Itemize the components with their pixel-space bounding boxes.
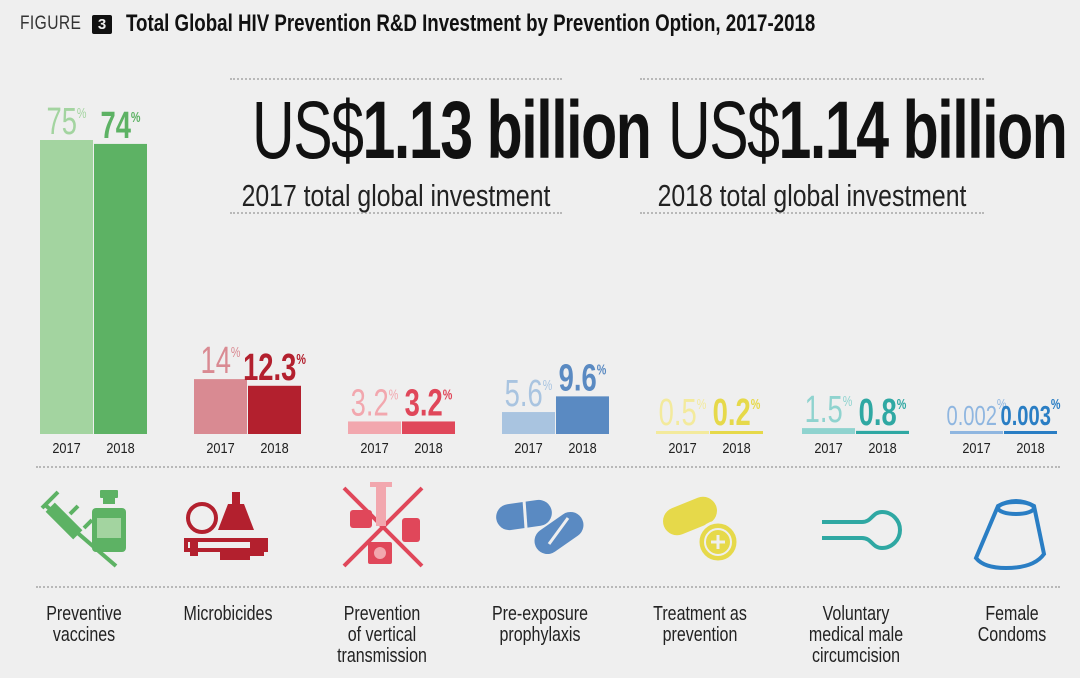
total-2018-amount: 1.14 billion [778, 85, 1068, 176]
category-label-microbicides: Microbicides [183, 603, 273, 625]
icons-labels-divider [36, 586, 1060, 588]
category-label-female-condoms: Female Condoms [977, 603, 1047, 646]
category-label-voluntary-medical-male-circumcision: Voluntary medical male circumcision [808, 603, 904, 667]
value-label-microbicides-2017: 14% [200, 340, 240, 382]
bar-pre-exposure-prophylaxis-2017 [502, 412, 555, 434]
value-label-pre-exposure-prophylaxis-2018: 9.6% [559, 357, 607, 399]
year-label-voluntary-medical-male-circumcision-2017: 2017 [814, 439, 843, 456]
bar-female-condoms-2018 [1004, 431, 1057, 434]
year-label-preventive-vaccines-2018: 2018 [106, 439, 135, 456]
total-2018-bottom-divider [640, 212, 984, 214]
value-label-microbicides-2018: 12.3% [243, 347, 306, 389]
bar-microbicides-2017 [194, 379, 247, 434]
total-2018-caption: 2018 total global investment [657, 178, 967, 213]
year-label-prevention-of-vertical-transmission-2018: 2018 [414, 439, 443, 456]
value-label-female-condoms-2018: 0.003% [1001, 395, 1061, 432]
bar-pre-exposure-prophylaxis-2018 [556, 396, 609, 434]
value-label-voluntary-medical-male-circumcision-2017: 1.5% [805, 389, 853, 431]
bar-treatment-as-prevention-2018 [710, 431, 763, 434]
total-2017: US$1.13 billion 2017 total global invest… [196, 90, 652, 214]
bar-prevention-of-vertical-transmission-2017 [348, 421, 401, 434]
chart-icons-divider [36, 466, 1060, 468]
year-label-preventive-vaccines-2017: 2017 [52, 439, 81, 456]
year-label-pre-exposure-prophylaxis-2018: 2018 [568, 439, 597, 456]
category-label-pre-exposure-prophylaxis: Pre-exposure prophylaxis [491, 603, 589, 646]
year-label-treatment-as-prevention-2018: 2018 [722, 439, 751, 456]
category-label-prevention-of-vertical-transmission: Prevention of vertical transmission [337, 603, 427, 667]
figure-title: Total Global HIV Prevention R&D Investme… [126, 10, 816, 37]
total-2018: US$1.14 billion 2018 total global invest… [612, 90, 1068, 214]
year-label-treatment-as-prevention-2017: 2017 [668, 439, 697, 456]
year-label-microbicides-2018: 2018 [260, 439, 289, 456]
year-label-pre-exposure-prophylaxis-2017: 2017 [514, 439, 543, 456]
value-label-preventive-vaccines-2017: 75% [46, 101, 86, 143]
category-label-treatment-as-prevention: Treatment as prevention [653, 603, 747, 646]
crossed-syringe-icon [342, 482, 424, 568]
value-label-preventive-vaccines-2018: 74% [100, 105, 140, 147]
value-label-voluntary-medical-male-circumcision-2018: 0.8% [859, 392, 907, 434]
year-label-female-condoms-2018: 2018 [1016, 439, 1045, 456]
syringe-vial-icon [40, 490, 126, 568]
figure-label: FIGURE [20, 13, 82, 34]
total-2017-top-divider [230, 78, 562, 80]
year-label-microbicides-2017: 2017 [206, 439, 235, 456]
total-2017-currency: US$ [252, 85, 364, 176]
value-label-treatment-as-prevention-2017: 0.5% [659, 392, 707, 434]
bar-chart: 75% 2017 74% 2018 14% 2017 12.3% 2018 3.2% 2017 3.… [40, 101, 1061, 456]
bar-female-condoms-2017 [950, 431, 1003, 434]
year-label-prevention-of-vertical-transmission-2017: 2017 [360, 439, 389, 456]
female-condom-icon [973, 499, 1047, 571]
pills-icon [496, 499, 584, 555]
category-label-preventive-vaccines: Preventive vaccines [46, 603, 122, 646]
total-2017-caption: 2017 total global investment [241, 178, 551, 213]
bar-microbicides-2018 [248, 385, 301, 434]
bar-preventive-vaccines-2018 [94, 143, 147, 435]
figure-header: FIGURE 3 Total Global HIV Prevention R&D… [20, 8, 1010, 40]
year-label-female-condoms-2017: 2017 [962, 439, 991, 456]
value-label-prevention-of-vertical-transmission-2018: 3.2% [405, 382, 453, 424]
total-2018-currency: US$ [668, 85, 780, 176]
figure-number: 3 [92, 14, 112, 34]
bar-voluntary-medical-male-circumcision-2017 [802, 428, 855, 434]
value-label-treatment-as-prevention-2018: 0.2% [713, 392, 761, 434]
bar-treatment-as-prevention-2017 [656, 431, 709, 434]
total-2017-bottom-divider [230, 212, 562, 214]
total-2017-amount: 1.13 billion [362, 85, 652, 176]
capsule-tablet-icon [663, 496, 740, 564]
microbicide-applicator-icon [184, 492, 268, 560]
bar-preventive-vaccines-2017 [40, 140, 93, 434]
circumcision-device-icon [822, 509, 902, 551]
bar-prevention-of-vertical-transmission-2018 [402, 421, 455, 434]
value-label-prevention-of-vertical-transmission-2017: 3.2% [351, 382, 399, 424]
year-label-voluntary-medical-male-circumcision-2018: 2018 [868, 439, 897, 456]
bar-voluntary-medical-male-circumcision-2018 [856, 430, 909, 434]
value-label-pre-exposure-prophylaxis-2017: 5.6% [505, 373, 553, 415]
value-label-female-condoms-2017: 0.002% [947, 395, 1007, 432]
total-2018-top-divider [640, 78, 984, 80]
